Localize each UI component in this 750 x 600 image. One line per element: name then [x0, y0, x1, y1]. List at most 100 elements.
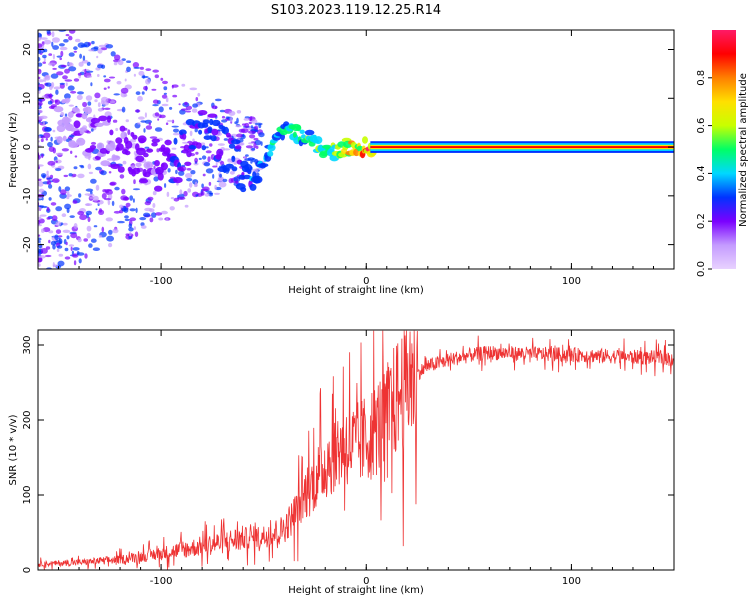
spectrogram-speckle [144, 146, 150, 149]
spectrogram-speckle [220, 161, 225, 166]
spectrogram-speckle [74, 38, 81, 43]
spectrogram-y-ticks: -20 -10 0 10 20 [22, 43, 674, 253]
spectrogram-ridge-blob [173, 177, 183, 184]
spectrogram-speckle [180, 108, 188, 111]
spectrogram-speckle [42, 120, 45, 126]
spectrogram-x-ticks: -100 0 100 [58, 30, 675, 287]
spectrogram-speckle [62, 75, 68, 80]
spectrogram-speckle [68, 35, 73, 41]
spectrogram-speckle [52, 178, 60, 183]
spectrogram-speckle [57, 235, 63, 238]
spectrogram-speckle [45, 23, 53, 26]
snr-x-label: Height of straight line (km) [288, 585, 424, 596]
spectrogram-speckle [59, 82, 65, 85]
spectrogram-speckle [58, 238, 63, 245]
spectrogram-speckle [258, 132, 265, 138]
spectrogram-speckle [172, 94, 178, 98]
tone-band-core [370, 146, 674, 149]
spectrogram-frame [37, 29, 675, 270]
spectrogram-speckle [215, 161, 218, 167]
spectrogram-speckle [38, 25, 40, 29]
spectrogram-speckle [152, 203, 156, 208]
spectrogram-speckle [45, 82, 52, 87]
spectrogram-speckle [90, 238, 97, 243]
spectrogram-ridge-blob [135, 155, 145, 163]
spectrogram-speckle [166, 119, 174, 123]
spectrogram-speckle [50, 240, 57, 246]
spectrogram-ridge-blob [136, 147, 146, 156]
colorbar-ticks: 0.0 0.2 0.4 0.6 0.8 [696, 70, 712, 277]
spectrogram-speckle [55, 229, 62, 235]
spectrogram-speckle [85, 210, 93, 216]
spectrogram-speckle [90, 141, 97, 145]
spectrogram-speckle [200, 190, 205, 196]
spectrogram-ridge-blob [62, 135, 67, 142]
spectrogram-speckle [38, 79, 45, 83]
spectrogram-speckle [179, 109, 186, 115]
spectrogram-ridge-blob [56, 136, 63, 144]
spectrogram-speckle [135, 207, 138, 213]
spectrogram-ridge-blob [201, 145, 207, 151]
spectrogram-speckle [57, 260, 65, 267]
spectrogram-speckle [128, 236, 132, 239]
spectrogram-ridge-blob [119, 125, 126, 132]
spectrogram-speckle [110, 51, 116, 57]
spectrogram-speckle [42, 54, 47, 59]
spectrogram-tone-line [370, 141, 674, 153]
spectrogram-speckle [107, 199, 111, 206]
spectrogram-ridge-blob [106, 115, 112, 123]
spectrogram-speckle [70, 246, 73, 251]
spectrogram-speckle [71, 173, 77, 177]
spectrogram-speckle [69, 30, 76, 34]
spectrogram-speckle [59, 189, 67, 195]
spectrogram-speckle [40, 138, 44, 143]
spectrogram-speckle [153, 176, 159, 182]
spectrogram-speckle [38, 164, 44, 167]
spectrogram-ridge-blob [96, 142, 105, 151]
spectrogram-speckle [93, 225, 98, 228]
spectrogram-speckle [38, 240, 41, 243]
spectrogram-speckle [68, 244, 75, 247]
spectrogram-speckle [106, 140, 110, 144]
spectrogram-speckle [47, 100, 53, 105]
spectrogram-speckle [56, 245, 63, 249]
spectrogram-speckle [161, 103, 169, 107]
spectrogram-speckle [38, 178, 42, 181]
spectrogram-speckle [54, 234, 59, 241]
spectrogram-speckle [144, 182, 148, 186]
spectrogram-ridge-blob [160, 162, 168, 171]
spectrogram-ridge-blob [84, 106, 92, 115]
x-tick-label: 100 [562, 276, 581, 287]
spectrogram-ridge-blob [304, 129, 315, 136]
spectrogram-speckle [64, 186, 71, 192]
spectrogram-speckle [121, 106, 126, 113]
spectrogram-speckle [162, 80, 168, 85]
spectrogram-speckle [66, 196, 70, 200]
spectrogram-speckle [124, 218, 130, 222]
spectrogram-speckle [129, 232, 132, 237]
spectrogram-speckle [78, 193, 82, 198]
spectrogram-speckle [165, 122, 169, 125]
spectrogram-speckle [214, 98, 222, 102]
spectrogram-ridge-blob [75, 113, 84, 118]
spectrogram-speckle [249, 116, 253, 122]
spectrogram-speckle [56, 248, 60, 252]
spectrogram-speckle [103, 87, 107, 90]
spectrogram-speckle [235, 180, 239, 184]
spectrogram-speckle [207, 156, 211, 163]
spectrogram-speckle [222, 178, 228, 183]
spectrogram-speckle [152, 69, 159, 73]
spectrogram-speckle [177, 196, 186, 200]
spectrogram-speckle [88, 49, 95, 52]
spectrogram-speckle [37, 12, 40, 17]
spectrogram-ridge-blob [151, 142, 158, 147]
spectrogram-speckle [48, 239, 51, 244]
spectrogram-speckle [135, 91, 141, 95]
spectrogram-speckle [35, 17, 42, 21]
spectrogram-speckle [181, 141, 189, 144]
spectrogram-speckle [94, 99, 98, 103]
colorbar-label: Normalized spectral amplitude [738, 73, 749, 227]
spectrogram-speckle [45, 270, 51, 275]
spectrogram-speckle [217, 143, 225, 146]
spectrogram-speckle [133, 226, 137, 231]
